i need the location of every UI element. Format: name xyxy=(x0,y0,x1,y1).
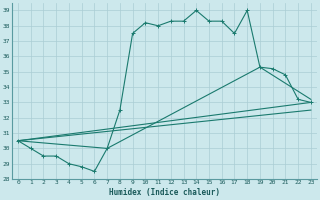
X-axis label: Humidex (Indice chaleur): Humidex (Indice chaleur) xyxy=(109,188,220,197)
